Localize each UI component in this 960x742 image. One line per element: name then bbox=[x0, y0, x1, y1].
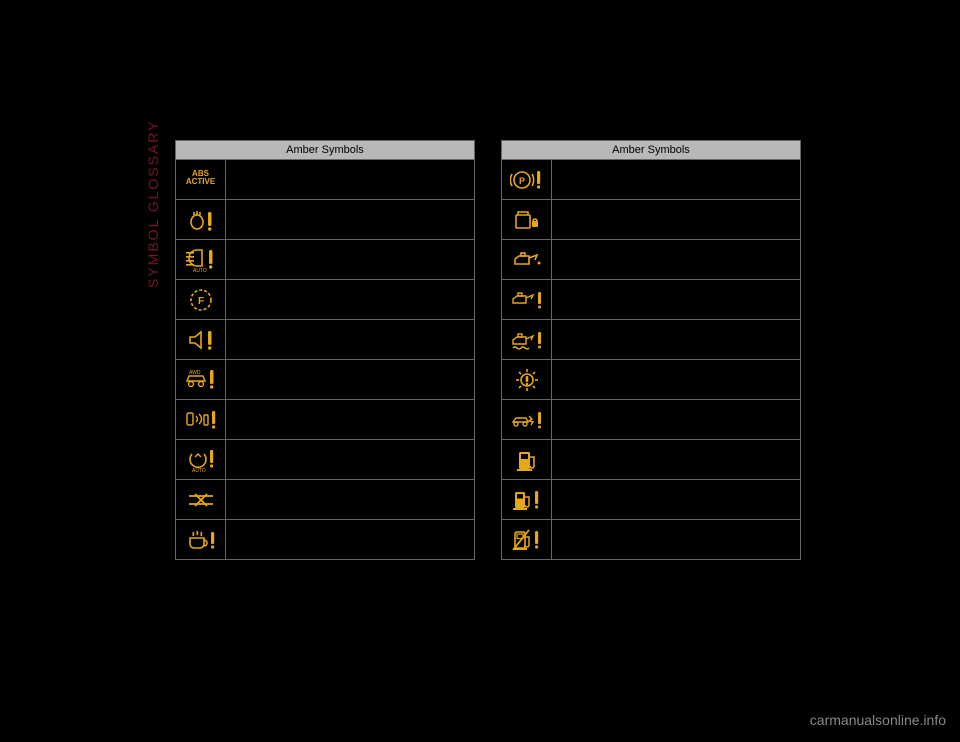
abs-active-icon: ABSACTIVE bbox=[186, 170, 215, 188]
table-row: AUTO bbox=[176, 240, 475, 280]
table-row: ABSACTIVE bbox=[176, 160, 475, 200]
table-row: P bbox=[502, 160, 801, 200]
fuel-pump-warn2-icon bbox=[511, 528, 543, 552]
table-row: F bbox=[176, 280, 475, 320]
desc bbox=[226, 360, 475, 400]
desc bbox=[552, 480, 801, 520]
table-row bbox=[176, 200, 475, 240]
headlamp-warn-icon bbox=[186, 208, 216, 232]
desc bbox=[552, 360, 801, 400]
table-row bbox=[502, 480, 801, 520]
desc bbox=[552, 240, 801, 280]
desc bbox=[552, 320, 801, 360]
fuel-pump-icon bbox=[514, 448, 540, 472]
table-row: AUTO bbox=[176, 440, 475, 480]
table-row bbox=[176, 320, 475, 360]
page: SYMBOL GLOSSARY Amber Symbols ABSACTIVE bbox=[0, 0, 960, 742]
table-row bbox=[502, 200, 801, 240]
desc bbox=[226, 520, 475, 560]
collision-warn-icon bbox=[510, 410, 544, 430]
desc bbox=[226, 280, 475, 320]
fuel-cap-lock-icon bbox=[512, 208, 542, 232]
table-row bbox=[502, 240, 801, 280]
table-row bbox=[502, 320, 801, 360]
table-row bbox=[502, 440, 801, 480]
svg-text:F: F bbox=[198, 296, 204, 307]
key-detect-warn-icon bbox=[184, 408, 218, 432]
oil-can-warn-icon bbox=[510, 290, 544, 310]
svg-text:AWD: AWD bbox=[189, 370, 201, 376]
side-section-label: SYMBOL GLOSSARY bbox=[145, 120, 161, 289]
auto-highbeam-warn-icon: AUTO bbox=[184, 247, 218, 273]
table-row bbox=[176, 400, 475, 440]
desc bbox=[226, 480, 475, 520]
awd-warn-icon: AWD bbox=[184, 367, 218, 393]
bulb-warn-icon bbox=[513, 367, 541, 393]
table-row bbox=[502, 280, 801, 320]
desc bbox=[552, 400, 801, 440]
symbol-table-left: Amber Symbols ABSACTIVE bbox=[175, 140, 475, 560]
watermark: carmanualsonline.info bbox=[810, 712, 946, 728]
coffee-warn-icon bbox=[185, 528, 217, 552]
oil-temp-warn-icon bbox=[510, 329, 544, 351]
symbol-tables: Amber Symbols ABSACTIVE bbox=[175, 140, 801, 560]
table-row bbox=[502, 520, 801, 560]
desc bbox=[552, 160, 801, 200]
desc bbox=[226, 320, 475, 360]
oil-can-icon bbox=[511, 251, 543, 269]
table-row bbox=[176, 480, 475, 520]
park-brake-warn-icon: P bbox=[510, 168, 544, 192]
table-row bbox=[502, 400, 801, 440]
desc bbox=[226, 160, 475, 200]
desc bbox=[226, 400, 475, 440]
symbol-table-right: Amber Symbols P bbox=[501, 140, 801, 560]
desc bbox=[226, 200, 475, 240]
svg-text:AUTO: AUTO bbox=[193, 268, 207, 273]
table-header: Amber Symbols bbox=[502, 141, 801, 160]
desc bbox=[226, 440, 475, 480]
desc bbox=[226, 240, 475, 280]
table-row: AWD bbox=[176, 360, 475, 400]
table-row bbox=[502, 360, 801, 400]
speaker-warn-icon bbox=[186, 328, 216, 352]
desc bbox=[552, 200, 801, 240]
svg-text:AUTO: AUTO bbox=[192, 468, 206, 473]
table-header: Amber Symbols bbox=[176, 141, 475, 160]
svg-text:P: P bbox=[519, 176, 525, 186]
4x4-system-icon bbox=[185, 490, 217, 510]
gear-f-icon: F bbox=[187, 286, 215, 314]
desc bbox=[552, 280, 801, 320]
fuel-pump-warn-icon bbox=[511, 488, 543, 512]
auto-start-stop-warn-icon: AUTO bbox=[185, 447, 217, 473]
desc bbox=[552, 520, 801, 560]
desc bbox=[552, 440, 801, 480]
table-row bbox=[176, 520, 475, 560]
